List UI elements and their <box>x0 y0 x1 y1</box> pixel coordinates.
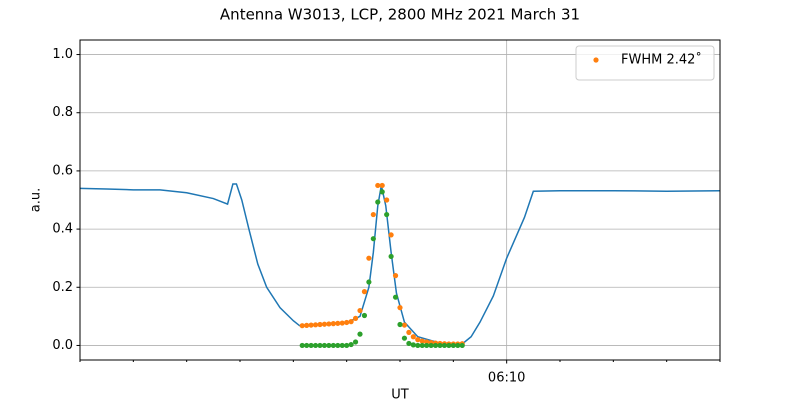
scatter-point <box>317 321 323 328</box>
scatter-point <box>459 342 465 349</box>
scatter-point <box>299 323 305 329</box>
scatter-point <box>455 342 461 349</box>
scatter-point <box>352 339 359 345</box>
scatter-point <box>388 232 394 238</box>
scatter-point <box>446 342 452 349</box>
scatter-point <box>312 322 319 328</box>
scatter-point <box>361 289 368 295</box>
scatter-point <box>370 236 376 242</box>
scatter-point <box>370 211 376 218</box>
scatter-point <box>419 342 425 349</box>
scatter-point <box>330 342 336 349</box>
plot-area <box>80 182 720 349</box>
scatter-point <box>441 342 448 349</box>
scatter-point <box>304 342 310 349</box>
scatter-point <box>339 342 345 349</box>
scatter-point <box>392 273 399 279</box>
scatter-point <box>330 321 336 327</box>
y-tick-label: 1.0 <box>52 47 73 62</box>
y-tick-label: 0.8 <box>52 105 73 120</box>
scatter-point <box>397 321 403 328</box>
scatter-point <box>406 340 412 347</box>
scatter-point <box>388 253 394 260</box>
scatter-point <box>401 322 408 328</box>
axes: 0.0 0.2 0.4 0.6 0.8 1.0 06:10 <box>52 47 721 386</box>
scatter-point <box>384 211 390 218</box>
y-tick-label: 0.4 <box>52 222 73 237</box>
scatter-point <box>379 182 385 189</box>
scatter-point <box>410 342 416 348</box>
scatter-point <box>352 315 359 321</box>
x-axis-label: UT <box>391 388 409 400</box>
legend-marker <box>593 57 599 63</box>
scatter-point <box>437 342 443 349</box>
legend-label: FWHM 2.42˚ <box>621 52 702 68</box>
data-line <box>80 183 720 345</box>
scatter-point <box>312 342 319 349</box>
legend-box <box>575 45 715 81</box>
scatter-point <box>419 338 425 344</box>
scatter-point <box>357 307 363 314</box>
scatter-point <box>308 342 314 349</box>
scatter-point <box>348 341 354 348</box>
scatter-point <box>415 342 421 349</box>
scatter-point <box>299 342 305 349</box>
scatter-point <box>326 321 332 327</box>
y-axis-label: a.u. <box>29 188 44 212</box>
scatter-point <box>375 182 381 189</box>
scatter-point <box>392 294 399 300</box>
scatter-point <box>401 335 408 341</box>
legend: FWHM 2.42˚ <box>575 45 715 81</box>
scatter-point <box>384 197 390 203</box>
scatter-point <box>326 342 332 349</box>
scatter-point <box>410 334 416 340</box>
y-tick-label: 0.6 <box>52 163 73 178</box>
scatter-point <box>321 342 328 349</box>
scatter-point <box>321 321 328 327</box>
scatter-point <box>450 342 456 349</box>
y-tick-label: 0.0 <box>52 338 73 353</box>
scatter-point <box>428 342 434 349</box>
scatter-point <box>357 331 363 337</box>
scatter-point <box>348 319 354 325</box>
scatter-point <box>344 319 350 326</box>
scatter-point <box>415 337 421 343</box>
scatter-point <box>397 305 403 311</box>
scatter-point <box>344 342 350 349</box>
x-tick-label: 06:10 <box>488 371 525 386</box>
scatter-point <box>366 255 372 261</box>
scatter-point <box>406 329 412 335</box>
scatter-point <box>375 199 381 205</box>
scatter-point <box>379 189 385 195</box>
scatter-point <box>339 320 345 326</box>
chart-title: Antenna W3013, LCP, 2800 MHz 2021 March … <box>220 6 580 24</box>
scatter-point <box>335 342 341 349</box>
scatter-point <box>335 320 341 326</box>
y-tick-label: 0.2 <box>52 280 73 295</box>
scatter-point <box>317 342 323 349</box>
scatter-point <box>304 322 310 328</box>
scatter-point <box>361 312 368 319</box>
scatter-point <box>366 279 372 285</box>
scatter-point <box>432 342 439 349</box>
scatter-point <box>424 342 430 349</box>
scatter-point <box>308 322 314 328</box>
